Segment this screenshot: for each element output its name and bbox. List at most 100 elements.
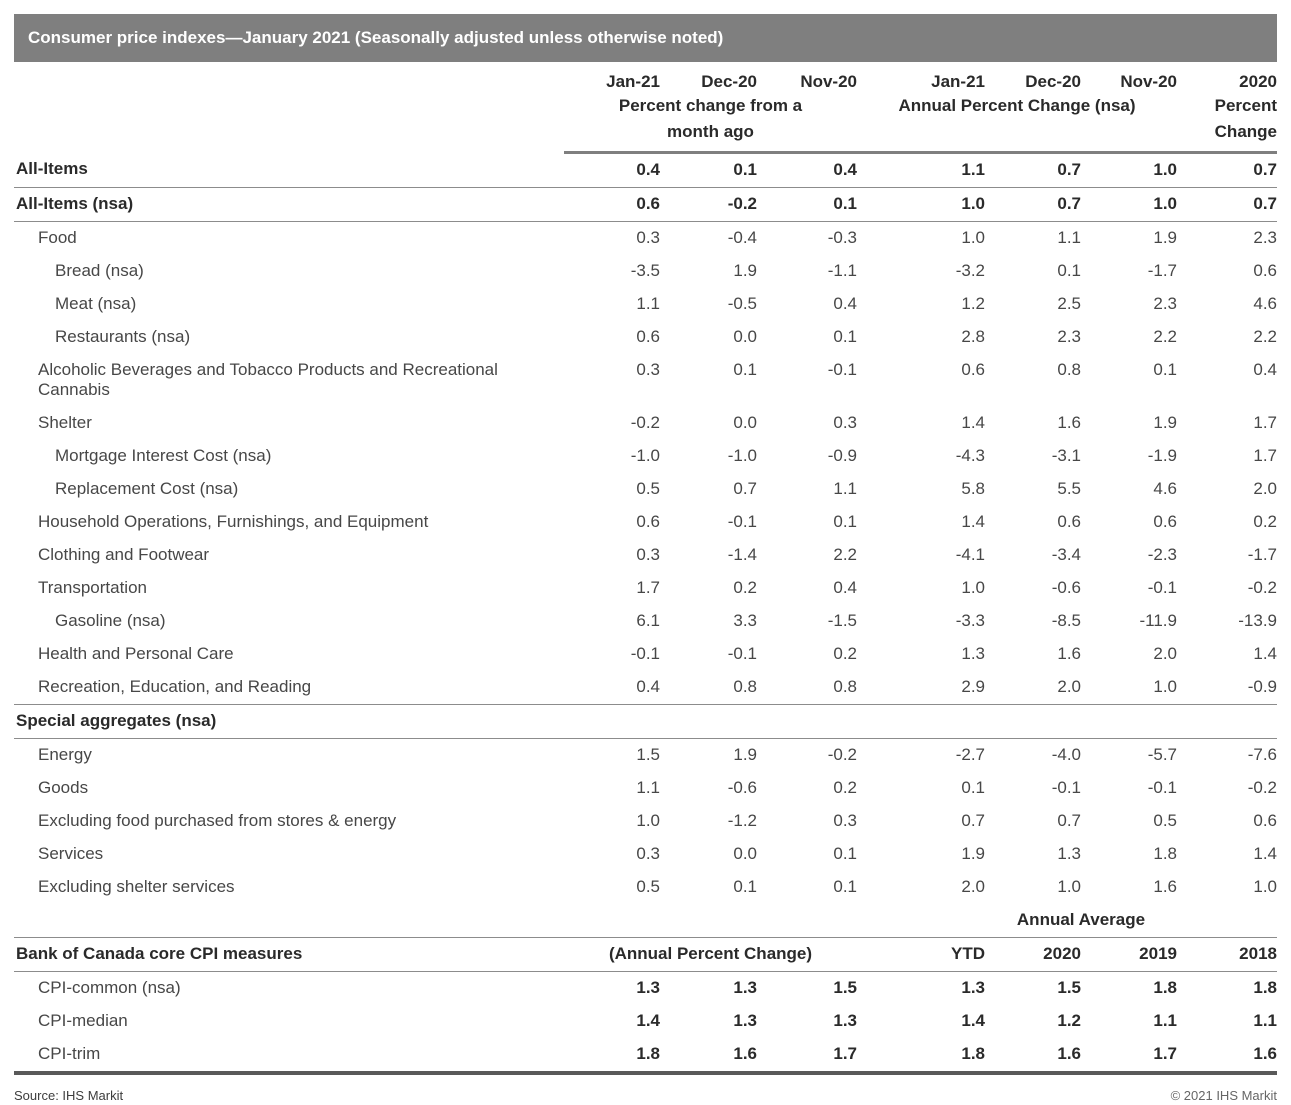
value-cell: -3.3	[955, 611, 985, 630]
value-cell: 1.1	[1253, 1011, 1277, 1030]
value-cell: -4.0	[1051, 745, 1081, 764]
row-label: Health and Personal Care	[14, 638, 564, 671]
row-label-text: Clothing and Footwear	[38, 545, 210, 564]
value-cell: 0.2	[833, 778, 857, 797]
value-cell: -1.0	[630, 446, 660, 465]
value-cell: -3.4	[1051, 545, 1081, 564]
annual-group-subtitle: Annual Percent Change (nsa)	[857, 93, 1177, 154]
value-cell: 0.6	[636, 512, 660, 531]
value-cell: 1.9	[733, 745, 757, 764]
value-cell: 0.1	[833, 327, 857, 346]
row-label: Food	[14, 222, 564, 256]
value-cell: -0.9	[827, 446, 857, 465]
table-row: Meat (nsa) 1.1 -0.5 0.4 1.2 2.5 2.3 4.6	[14, 288, 1277, 321]
value-cell: -0.2	[660, 187, 757, 222]
table-row: Gasoline (nsa) 6.1 3.3 -1.5 -3.3 -8.5 -11.9 -13…	[14, 605, 1277, 638]
value-cell: -1.2	[727, 811, 757, 830]
table-row: Energy 1.5 1.9 -0.2 -2.7 -4.0 -5.7 -7.6	[14, 739, 1277, 773]
value-cell: 0.5	[636, 479, 660, 498]
value-cell: -1.1	[827, 261, 857, 280]
table-body: All-Items 0.4 0.1 0.4 1.1 0.7 1.0 0.7 All-Items …	[14, 152, 1277, 1075]
value-cell: 1.6	[1177, 1038, 1277, 1075]
value-cell: 1.8	[1153, 844, 1177, 863]
row-label: Clothing and Footwear	[14, 539, 564, 572]
value-cell: 1.7	[636, 578, 660, 597]
value-cell: -4.3	[955, 446, 985, 465]
table-header: Jan-21 Dec-20 Nov-20 Jan-21 Dec-20 Nov-2…	[14, 62, 1277, 154]
table-row: Shelter -0.2 0.0 0.3 1.4 1.6 1.9 1.7	[14, 407, 1277, 440]
row-label-text: Food	[38, 228, 77, 247]
value-cell: 0.3	[636, 360, 660, 379]
table-row: Recreation, Education, and Reading 0.4 0.8…	[14, 671, 1277, 705]
table-row: Food 0.3 -0.4 -0.3 1.0 1.1 1.9 2.3	[14, 222, 1277, 256]
value-cell: -0.1	[727, 644, 757, 663]
value-cell: 0.1	[1057, 261, 1081, 280]
row-label-text: All-Items (nsa)	[16, 194, 134, 213]
value-cell: 0.7	[961, 811, 985, 830]
value-cell: 1.2	[1057, 1011, 1081, 1030]
column-header-row: Jan-21 Dec-20 Nov-20 Jan-21 Dec-20 Nov-2…	[14, 62, 1277, 93]
value-cell: -0.9	[1247, 677, 1277, 696]
table-row: Bank of Canada core CPI measures (Annual …	[14, 937, 1277, 972]
value-cell: 0.0	[733, 844, 757, 863]
value-cell: 1.4	[636, 1011, 660, 1030]
value-cell: 0.6	[961, 360, 985, 379]
monthly-group-subtitle: Percent change from a month ago	[564, 93, 857, 154]
value-cell: 1.1	[857, 152, 985, 188]
value-cell: 1.9	[733, 261, 757, 280]
table-row: CPI-median 1.4 1.3 1.3 1.4 1.2 1.1 1.1	[14, 1005, 1277, 1038]
year-col-subtitle: Percent Change	[1177, 93, 1277, 154]
table-row: Household Operations, Furnishings, and E…	[14, 506, 1277, 539]
table-row: Mortgage Interest Cost (nsa) -1.0 -1.0 -0.9…	[14, 440, 1277, 473]
value-cell: 0.1	[733, 877, 757, 896]
empty-cell	[14, 904, 564, 938]
row-label: Goods	[14, 772, 564, 805]
col-header-monthly-nov20: Nov-20	[800, 72, 857, 91]
value-cell: 1.0	[1057, 877, 1081, 896]
value-cell: 1.0	[636, 811, 660, 830]
value-cell: -1.7	[1247, 545, 1277, 564]
column-subtitle-row: Percent change from a month ago Annual P…	[14, 93, 1277, 154]
value-cell: 1.8	[857, 1038, 985, 1075]
value-cell: -2.3	[1147, 545, 1177, 564]
row-label: Gasoline (nsa)	[14, 605, 564, 638]
year-header-cell: 2018	[1177, 937, 1277, 972]
value-cell: 2.2	[833, 545, 857, 564]
value-cell: 2.0	[1153, 644, 1177, 663]
value-cell: 4.6	[1153, 479, 1177, 498]
value-cell: -4.1	[955, 545, 985, 564]
table-row: Transportation 1.7 0.2 0.4 1.0 -0.6 -0.1 -0.2	[14, 572, 1277, 605]
value-cell: 0.3	[636, 844, 660, 863]
value-cell: 1.8	[1253, 978, 1277, 997]
value-cell: 1.1	[1057, 228, 1081, 247]
value-cell: -0.6	[1051, 578, 1081, 597]
value-cell: 0.3	[636, 228, 660, 247]
col-header-annual-dec20: Dec-20	[1025, 72, 1081, 91]
value-cell: -0.2	[1247, 778, 1277, 797]
value-cell: 1.9	[1153, 228, 1177, 247]
value-cell: -1.0	[727, 446, 757, 465]
row-label-text: Alcoholic Beverages and Tobacco Products…	[38, 360, 498, 399]
year-header-cell: 2019	[1081, 937, 1177, 972]
value-cell: 0.6	[564, 187, 660, 222]
value-cell: 1.6	[1057, 644, 1081, 663]
value-cell: 0.7	[985, 187, 1081, 222]
value-cell: 1.0	[1153, 677, 1177, 696]
value-cell: -13.9	[1238, 611, 1277, 630]
row-label: CPI-trim	[14, 1038, 564, 1075]
header-spacer	[14, 93, 564, 153]
row-label: Mortgage Interest Cost (nsa)	[14, 440, 564, 473]
value-cell: 1.7	[1253, 413, 1277, 432]
row-label-text: Restaurants (nsa)	[55, 327, 191, 346]
value-cell: -0.4	[727, 228, 757, 247]
value-cell: -0.1	[827, 360, 857, 379]
row-label-text: Household Operations, Furnishings, and E…	[38, 512, 429, 531]
value-cell: 2.3	[1253, 228, 1277, 247]
group-header-note: (Annual Percent Change)	[564, 937, 857, 972]
value-cell: 0.6	[1253, 811, 1277, 830]
row-label-text: CPI-common (nsa)	[38, 978, 181, 997]
row-label: CPI-common (nsa)	[14, 972, 564, 1006]
value-cell: 0.1	[833, 844, 857, 863]
value-cell: 1.7	[757, 1038, 857, 1075]
annual-average-label: Annual Average	[985, 904, 1177, 938]
